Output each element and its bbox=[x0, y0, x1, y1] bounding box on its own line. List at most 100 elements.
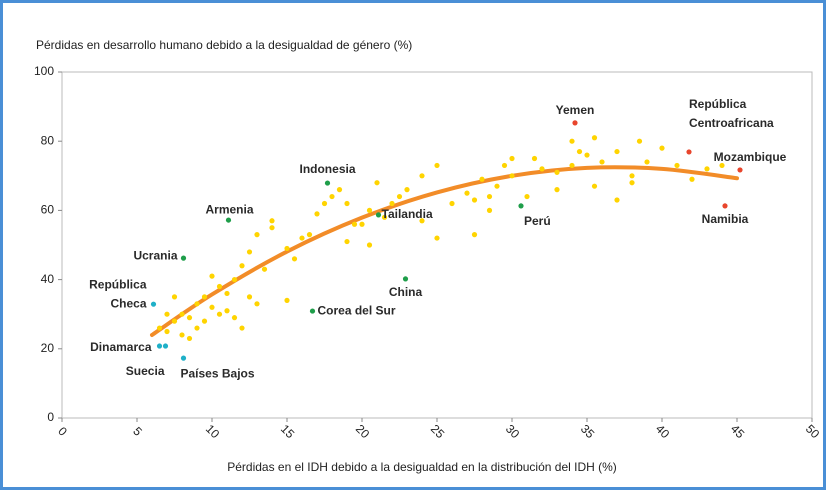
point bbox=[156, 325, 163, 331]
point bbox=[269, 218, 275, 224]
point bbox=[479, 176, 485, 182]
point bbox=[674, 162, 680, 169]
point-label: Centroafricana bbox=[689, 116, 774, 130]
point bbox=[246, 294, 253, 300]
point bbox=[344, 238, 350, 245]
point bbox=[509, 173, 515, 179]
point bbox=[419, 218, 425, 224]
point-label: Corea del Sur bbox=[318, 303, 396, 317]
point bbox=[314, 211, 320, 217]
point bbox=[366, 207, 373, 213]
point-label: República bbox=[689, 97, 747, 111]
point bbox=[591, 135, 598, 141]
point bbox=[156, 343, 163, 349]
point bbox=[351, 221, 358, 227]
point-label: República bbox=[89, 277, 147, 291]
point-label: Dinamarca bbox=[90, 340, 152, 354]
point bbox=[150, 301, 157, 307]
point bbox=[524, 193, 530, 200]
point bbox=[239, 325, 245, 331]
point bbox=[381, 214, 388, 220]
point bbox=[494, 183, 500, 189]
point bbox=[171, 294, 178, 300]
point bbox=[186, 335, 193, 342]
point-label: Mozambique bbox=[714, 150, 787, 164]
point-label: Indonesia bbox=[299, 162, 355, 176]
point bbox=[284, 297, 290, 303]
point bbox=[231, 277, 238, 283]
point bbox=[636, 138, 643, 144]
point bbox=[404, 187, 410, 193]
point bbox=[344, 200, 350, 207]
point bbox=[261, 266, 268, 272]
y-tick-label: 80 bbox=[41, 133, 55, 147]
point bbox=[737, 167, 743, 173]
point bbox=[689, 176, 695, 182]
point bbox=[591, 183, 598, 189]
point bbox=[434, 235, 440, 241]
point bbox=[486, 207, 493, 213]
point bbox=[366, 242, 373, 248]
point bbox=[719, 162, 725, 169]
point bbox=[239, 263, 245, 269]
point bbox=[501, 162, 508, 169]
point bbox=[629, 173, 635, 179]
point bbox=[194, 301, 200, 307]
point-label: Tailandia bbox=[382, 207, 433, 221]
y-tick-label: 40 bbox=[41, 272, 55, 286]
point-label: Perú bbox=[524, 214, 551, 228]
point bbox=[246, 249, 253, 255]
point bbox=[599, 159, 605, 165]
point bbox=[509, 155, 515, 162]
point-label: Países Bajos bbox=[181, 366, 255, 380]
point bbox=[209, 304, 215, 310]
point bbox=[306, 232, 313, 238]
point bbox=[209, 273, 215, 279]
point bbox=[284, 245, 290, 252]
point-label: Checa bbox=[110, 296, 146, 310]
point-label: Yemen bbox=[556, 103, 595, 117]
point bbox=[375, 212, 382, 218]
point bbox=[374, 180, 380, 186]
point bbox=[569, 138, 575, 144]
point bbox=[471, 232, 478, 238]
point bbox=[584, 152, 590, 158]
point bbox=[186, 315, 193, 321]
point-label: China bbox=[389, 285, 423, 299]
point bbox=[224, 290, 230, 297]
point bbox=[201, 318, 208, 324]
point bbox=[449, 200, 455, 207]
point bbox=[572, 120, 578, 126]
point bbox=[324, 180, 331, 186]
point bbox=[164, 328, 170, 335]
point bbox=[419, 173, 425, 179]
point bbox=[722, 203, 728, 209]
point bbox=[569, 162, 575, 169]
point bbox=[464, 190, 470, 196]
point bbox=[329, 193, 335, 200]
point bbox=[179, 332, 185, 338]
point bbox=[629, 180, 635, 186]
point bbox=[644, 159, 650, 165]
point bbox=[179, 311, 185, 317]
point bbox=[576, 148, 583, 155]
point bbox=[686, 149, 692, 155]
point bbox=[659, 145, 665, 151]
point bbox=[216, 311, 223, 317]
point bbox=[269, 225, 275, 231]
point bbox=[336, 187, 343, 193]
point bbox=[225, 217, 232, 223]
chart-title: Pérdidas en desarrollo humano debido a l… bbox=[36, 38, 412, 52]
point bbox=[254, 232, 260, 238]
point-label: Namibia bbox=[702, 212, 749, 226]
point bbox=[554, 169, 560, 175]
point bbox=[402, 276, 409, 282]
point bbox=[194, 325, 200, 331]
point bbox=[164, 311, 170, 317]
point bbox=[396, 193, 403, 200]
point-label: Armenia bbox=[205, 202, 253, 216]
point bbox=[518, 203, 524, 209]
point bbox=[224, 308, 230, 314]
point bbox=[321, 200, 328, 207]
